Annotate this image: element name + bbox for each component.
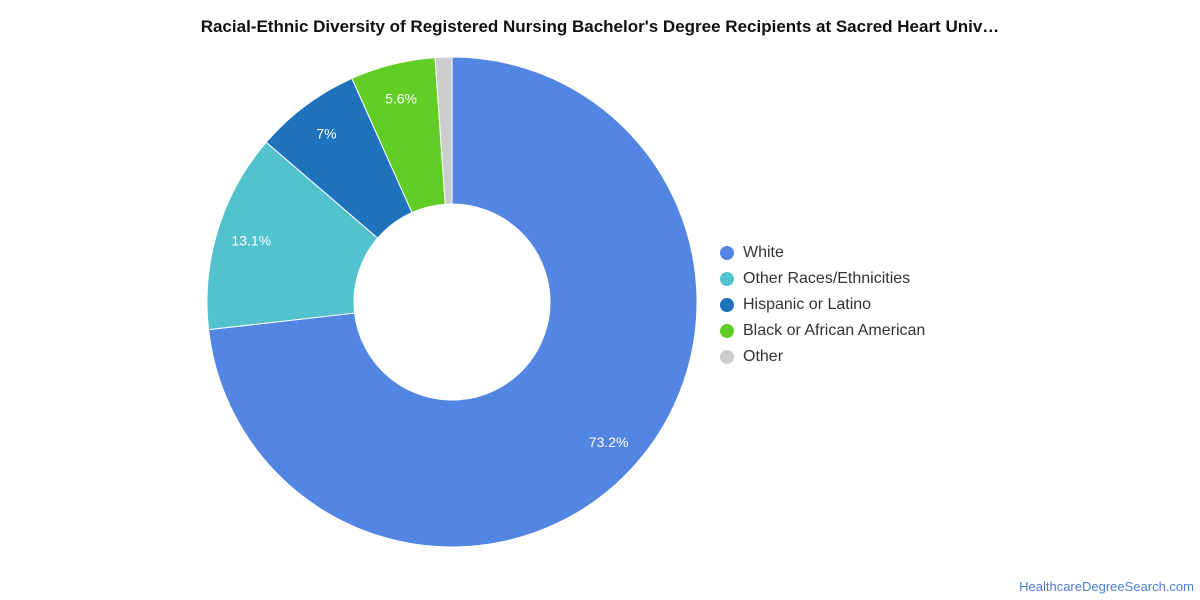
legend-label-hispanic: Hispanic or Latino <box>743 296 872 313</box>
data-label-black: 5.6% <box>385 90 417 106</box>
slice-other-races[interactable] <box>206 141 379 331</box>
data-label-hispanic: 7% <box>316 126 336 142</box>
legend-swatch-hispanic <box>720 298 734 312</box>
data-label-other-races: 13.1% <box>231 232 271 248</box>
legend-item-other[interactable]: Other <box>720 344 925 370</box>
chart-legend: White Other Races/Ethnicities Hispanic o… <box>720 240 925 370</box>
data-label-white: 73.2% <box>589 434 629 450</box>
legend-label-black: Black or African American <box>743 322 926 339</box>
slice-other[interactable] <box>434 56 453 205</box>
legend-swatch-other <box>720 350 734 364</box>
legend-item-other-races[interactable]: Other Races/Ethnicities <box>720 266 925 292</box>
legend-label-other-races: Other Races/Ethnicities <box>743 270 911 287</box>
legend-swatch-white <box>720 246 734 260</box>
slice-white[interactable] <box>208 56 698 548</box>
source-link[interactable]: HealthcareDegreeSearch.com <box>1019 579 1194 594</box>
legend-label-other: Other <box>743 348 784 365</box>
legend-item-white[interactable]: White <box>720 240 925 266</box>
legend-swatch-black <box>720 324 734 338</box>
legend-item-hispanic[interactable]: Hispanic or Latino <box>720 292 925 318</box>
legend-swatch-other-races <box>720 272 734 286</box>
chart-title: Racial-Ethnic Diversity of Registered Nu… <box>200 17 1000 36</box>
legend-label-white: White <box>743 244 784 261</box>
legend-item-black[interactable]: Black or African American <box>720 318 925 344</box>
